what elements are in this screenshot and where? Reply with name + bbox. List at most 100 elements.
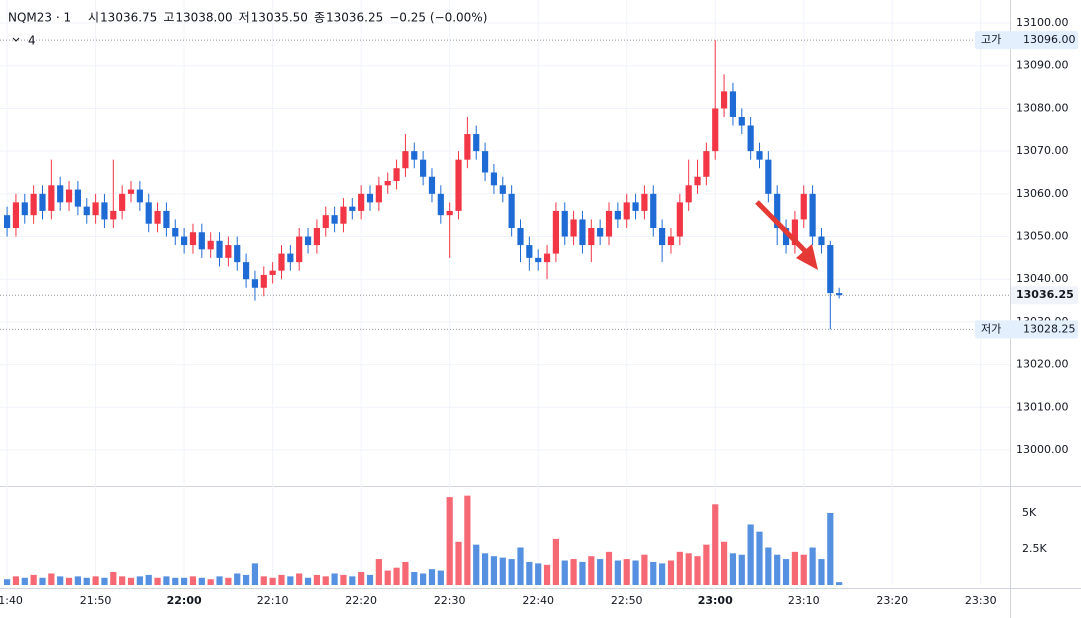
candle-body (349, 206, 356, 211)
volume-bar (198, 577, 205, 585)
candle-body (366, 193, 374, 203)
candle-body (765, 159, 772, 194)
candle-body (535, 257, 542, 263)
candle-body (287, 253, 294, 263)
candle-body (667, 236, 675, 246)
candle-body (650, 193, 657, 228)
x-tick-label: 23:10 (788, 594, 820, 607)
volume-bar (278, 574, 285, 585)
candle-body (269, 270, 276, 275)
candle-body (296, 236, 303, 263)
volume-bar (517, 547, 524, 585)
ohlc-key: 종 (314, 11, 325, 25)
x-tick-label: 22:30 (434, 594, 466, 607)
volume-bar (791, 551, 798, 585)
candle-body (473, 134, 480, 152)
volume-bar (287, 576, 294, 585)
candle-body (30, 193, 37, 216)
volume-bar (623, 559, 630, 585)
candle-body (375, 185, 382, 203)
volume-bar (579, 561, 586, 585)
volume-bar (331, 573, 338, 585)
candle-body (694, 176, 701, 186)
candle-body (774, 193, 781, 228)
price-label-box (975, 31, 1078, 50)
volume-bar (48, 573, 55, 585)
candle-body (420, 159, 427, 177)
ohlc-value: 13035.50 (251, 11, 308, 25)
candle-body (402, 151, 409, 169)
annotation-arrow (755, 200, 810, 256)
legend-header: NQM23 · 1 4 시 13036.75 고 13038.00 저 13035.50 종… (8, 11, 487, 48)
candle-body (517, 227, 524, 246)
candle-body (92, 202, 99, 216)
collapse-icon[interactable] (12, 37, 20, 42)
candle-body (437, 193, 444, 216)
volume-bar (473, 544, 480, 585)
ohlc-value: 13038.00 (175, 11, 232, 25)
x-tick-label: 21:40 (0, 594, 23, 607)
candle-body (605, 210, 613, 237)
candle-body (782, 227, 790, 246)
volume-bar (65, 577, 73, 585)
price-level-label: 13036.25 (1011, 286, 1078, 305)
volume-bar (800, 554, 807, 585)
candle-body (340, 206, 347, 224)
candle-body (189, 232, 197, 246)
candle-body (712, 108, 719, 152)
candle-body (110, 210, 117, 220)
change: −0.25 (−0.00%) (389, 11, 487, 25)
candle-body (552, 210, 559, 254)
y-tick-label: 13080.00 (1016, 101, 1069, 114)
ohlc-key: 저 (239, 11, 250, 25)
candle-body (455, 159, 462, 211)
price-label-box (975, 320, 1078, 339)
axes: 13000.0013010.0013020.0013030.0013040.00… (0, 16, 1078, 607)
volume-bar (481, 553, 489, 585)
volume-bar (605, 551, 613, 585)
candle-body (756, 151, 763, 160)
volume-bar (83, 577, 90, 585)
x-tick-label: 22:00 (167, 594, 202, 607)
volume-bar (561, 560, 568, 585)
volume-bar (588, 556, 595, 585)
candle-body (154, 210, 161, 224)
x-tick-label: 23:20 (876, 594, 908, 607)
volume-bar (437, 570, 444, 585)
indicator-count[interactable]: 4 (28, 34, 36, 48)
volume-bar (119, 576, 126, 585)
volume-bar (39, 577, 46, 585)
candle-body (614, 210, 621, 220)
volume-bar (322, 576, 329, 585)
candle-body (588, 227, 595, 246)
candle-body (12, 202, 20, 228)
ohlc-key: 고 (163, 11, 174, 25)
volume-bar (366, 574, 374, 585)
volume-bar (827, 512, 834, 585)
volume-bar (712, 504, 719, 585)
volume-bar (765, 547, 772, 585)
candle-body (446, 210, 453, 216)
volume-bar (313, 574, 320, 585)
volume-bar (526, 561, 533, 585)
candle-body (127, 189, 135, 194)
volume-bar (729, 553, 737, 585)
volume-bar (181, 577, 188, 585)
volume-bar (694, 556, 701, 585)
volume-bar (756, 531, 763, 585)
volume-bar (12, 576, 20, 585)
candle-body (57, 185, 64, 203)
candle-body (163, 210, 170, 228)
y-tick-label: 13010.00 (1016, 400, 1069, 413)
candle-body (411, 151, 418, 160)
volume-bar (818, 559, 825, 585)
candle-body (225, 245, 232, 258)
volume-bar (650, 561, 657, 585)
candle-body (579, 219, 586, 246)
candle-body (791, 219, 798, 246)
volume-bar (597, 559, 604, 585)
symbol[interactable]: NQM23 · 1 (8, 11, 71, 25)
volume-bar (92, 576, 99, 585)
candle-body (818, 236, 825, 246)
volume-bar (455, 541, 462, 585)
